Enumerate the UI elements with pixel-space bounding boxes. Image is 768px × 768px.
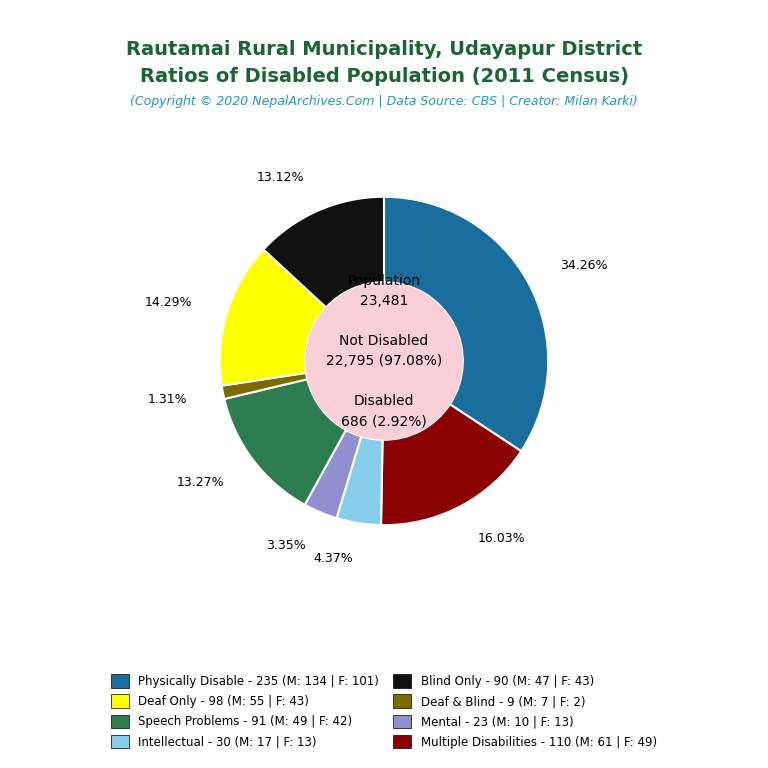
Text: Population
23,481

Not Disabled
22,795 (97.08%)

Disabled
686 (2.92%): Population 23,481 Not Disabled 22,795 (9…	[326, 274, 442, 429]
Circle shape	[305, 282, 463, 440]
Wedge shape	[263, 197, 384, 307]
Text: 16.03%: 16.03%	[478, 531, 525, 545]
Text: (Copyright © 2020 NepalArchives.Com | Data Source: CBS | Creator: Milan Karki): (Copyright © 2020 NepalArchives.Com | Da…	[130, 95, 638, 108]
Text: 3.35%: 3.35%	[266, 539, 306, 552]
Text: 1.31%: 1.31%	[147, 392, 187, 406]
Wedge shape	[224, 379, 346, 505]
Wedge shape	[305, 430, 361, 518]
Wedge shape	[220, 250, 326, 386]
Wedge shape	[222, 372, 307, 399]
Text: Ratios of Disabled Population (2011 Census): Ratios of Disabled Population (2011 Cens…	[140, 68, 628, 86]
Text: 14.29%: 14.29%	[145, 296, 193, 309]
Text: 34.26%: 34.26%	[561, 260, 607, 273]
Text: 13.12%: 13.12%	[257, 171, 304, 184]
Wedge shape	[336, 436, 382, 525]
Wedge shape	[384, 197, 548, 451]
Text: 13.27%: 13.27%	[177, 475, 224, 488]
Wedge shape	[381, 404, 521, 525]
Text: 4.37%: 4.37%	[313, 552, 353, 565]
Text: Rautamai Rural Municipality, Udayapur District: Rautamai Rural Municipality, Udayapur Di…	[126, 41, 642, 59]
Legend: Physically Disable - 235 (M: 134 | F: 101), Deaf Only - 98 (M: 55 | F: 43), Spee: Physically Disable - 235 (M: 134 | F: 10…	[105, 668, 663, 754]
